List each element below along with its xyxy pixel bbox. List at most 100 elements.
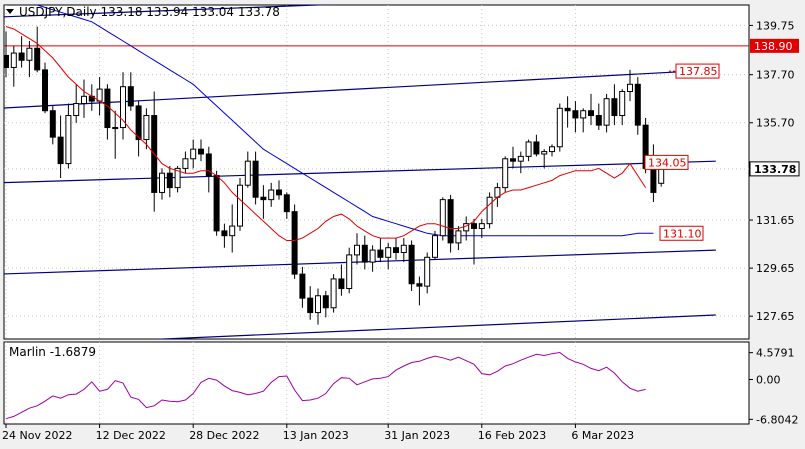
candle-body-bull bbox=[400, 244, 407, 253]
candle-body-bear bbox=[283, 194, 290, 213]
price-axis: 139.75 137.70 135.70 131.65 129.65 127.65 133.… bbox=[749, 19, 800, 426]
level-tags: 137.85 134.05 131.10 bbox=[644, 63, 720, 241]
candle-body-bull bbox=[229, 225, 236, 237]
channel-line bbox=[4, 160, 716, 184]
level-tag-label: 137.85 bbox=[679, 65, 718, 78]
marlin-line bbox=[5, 351, 646, 420]
candle-body-bull bbox=[658, 168, 665, 184]
candle-body-bull bbox=[486, 196, 493, 225]
level-tag-box bbox=[659, 225, 704, 241]
channel-line bbox=[150, 314, 716, 339]
osc-axis-label: -6.8042 bbox=[756, 413, 798, 426]
time-axis-label: 16 Feb 2023 bbox=[478, 429, 546, 442]
candle-body-bear bbox=[377, 249, 384, 258]
candle-body-bull bbox=[346, 254, 353, 290]
candle-body-bull bbox=[81, 95, 87, 105]
candle-body-bear bbox=[533, 141, 540, 155]
time-axis-label: 12 Dec 2022 bbox=[96, 429, 166, 442]
candle-body-bear bbox=[291, 211, 298, 275]
channel-lines bbox=[4, 5, 716, 339]
price-axis-label: 131.65 bbox=[756, 214, 795, 227]
collapse-triangle-icon[interactable] bbox=[6, 9, 14, 14]
candle-body-bull bbox=[455, 230, 462, 244]
time-axis: 24 Nov 2022 12 Dec 2022 28 Dec 2022 13 Jan … bbox=[2, 424, 634, 442]
time-axis-label: 28 Dec 2022 bbox=[189, 429, 259, 442]
candle-body-bull bbox=[26, 47, 33, 61]
candle-body-bull bbox=[424, 256, 431, 287]
candle-body-bear bbox=[49, 110, 56, 138]
candle-body-bull bbox=[112, 127, 119, 130]
level-tag-label: 131.10 bbox=[663, 227, 702, 240]
candle-body-bull bbox=[330, 278, 337, 309]
candle-body-bull bbox=[65, 115, 72, 165]
candle-body-bear bbox=[205, 153, 212, 177]
price-axis-label: 129.65 bbox=[756, 262, 795, 275]
candle-body-bear bbox=[595, 115, 602, 126]
time-axis-label: 13 Jan 2023 bbox=[283, 429, 349, 442]
candle-body-bear bbox=[416, 283, 423, 287]
candle-body-bear bbox=[135, 105, 142, 141]
candles bbox=[4, 26, 665, 325]
price-axis-label: 139.75 bbox=[756, 19, 795, 32]
candle-body-bull bbox=[73, 103, 80, 117]
candle-body-bear bbox=[634, 83, 641, 126]
candle-body-bear bbox=[322, 295, 329, 309]
time-axis-label: 6 Mar 2023 bbox=[571, 429, 634, 442]
candle-body-bear bbox=[471, 223, 477, 229]
candle-body-bear bbox=[611, 98, 618, 117]
ma-fast-series bbox=[5, 26, 647, 241]
candle-body-bull bbox=[385, 247, 392, 258]
candle-body-bull bbox=[556, 107, 563, 148]
candle-body-bear bbox=[34, 47, 41, 71]
current-price-tag bbox=[749, 161, 800, 177]
candle-body-bull bbox=[369, 249, 376, 263]
candle-body-bull bbox=[268, 189, 275, 201]
price-axis-label: 135.70 bbox=[756, 117, 795, 130]
candle-body-bear bbox=[127, 86, 134, 107]
candle-body-bull bbox=[549, 146, 555, 153]
candle-body-bear bbox=[447, 199, 454, 244]
candle-body-bear bbox=[42, 69, 48, 112]
grid bbox=[4, 5, 749, 424]
candle-body-bear bbox=[213, 175, 220, 232]
candle-body-bear bbox=[104, 88, 111, 129]
candle-body-bear bbox=[338, 278, 345, 290]
level-tag-box bbox=[644, 154, 689, 170]
candle-body-bull bbox=[619, 91, 626, 117]
level-price-label: 138.90 bbox=[754, 40, 793, 53]
oscillator-title: Marlin -1.6879 bbox=[9, 345, 96, 359]
channel-line bbox=[4, 5, 333, 18]
candle-body-bear bbox=[260, 196, 267, 201]
candle-body-bull bbox=[315, 295, 321, 314]
candle-body-bear bbox=[510, 158, 516, 162]
candle-body-bear bbox=[572, 110, 579, 119]
candle-body-bull bbox=[354, 244, 360, 256]
candle-body-bull bbox=[432, 235, 438, 258]
candle-body-bear bbox=[564, 107, 571, 112]
level-tag-box bbox=[675, 63, 720, 79]
candle-body-bull bbox=[10, 52, 17, 68]
candle-body-bull bbox=[96, 88, 103, 102]
level-price-tag bbox=[750, 38, 799, 53]
ma-slow-line bbox=[35, 5, 654, 237]
price-axis-label: 137.70 bbox=[756, 69, 795, 82]
channel-line bbox=[4, 69, 716, 109]
level-tag-label: 134.05 bbox=[648, 156, 687, 169]
current-price-label: 133.78 bbox=[754, 163, 796, 176]
candle-body-bear bbox=[361, 244, 368, 263]
candle-body-bull bbox=[603, 98, 610, 126]
candle-body-bull bbox=[541, 151, 548, 155]
time-axis-label: 31 Jan 2023 bbox=[384, 429, 450, 442]
candle-body-bull bbox=[627, 83, 633, 93]
candle-body-bull bbox=[190, 148, 197, 160]
candle-body-bear bbox=[198, 148, 204, 155]
candle-body-bull bbox=[237, 184, 243, 227]
candle-body-bear bbox=[276, 189, 282, 196]
price-axis-label: 127.65 bbox=[756, 310, 795, 323]
candle-body-bear bbox=[588, 110, 594, 117]
candle-body-bull bbox=[174, 167, 181, 189]
candle-body-bull bbox=[244, 160, 251, 186]
symbol-header: USDJPY,Daily 133.18 133.94 133.04 133.78 bbox=[19, 5, 280, 19]
